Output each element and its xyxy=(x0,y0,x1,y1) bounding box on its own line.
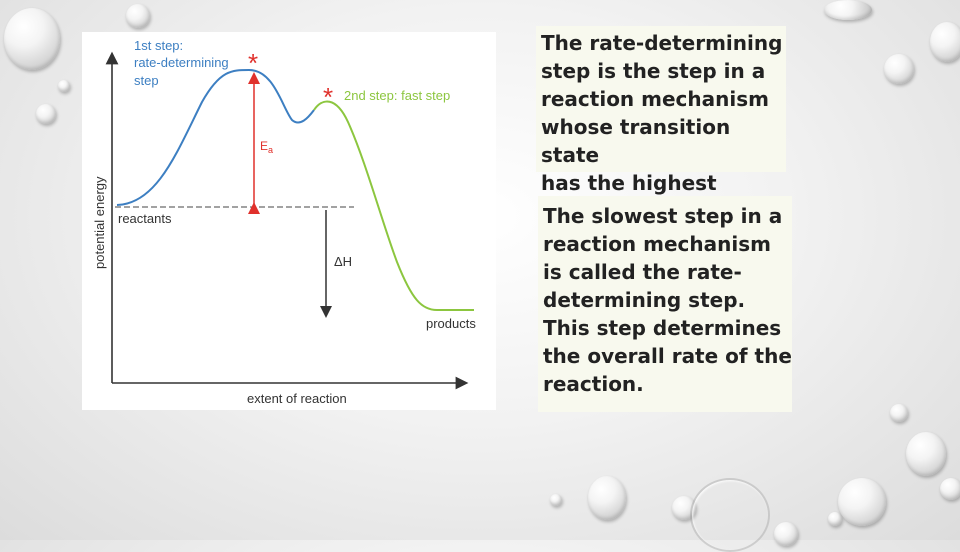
first-step-label: 1st step: xyxy=(134,38,183,53)
first-step-label: rate-determining xyxy=(134,55,229,70)
y-axis-label: potential energy xyxy=(92,176,107,269)
definition-text-box: The rate-determining step is the step in… xyxy=(536,26,786,223)
energy-diagram: * * 1st step: rate-determining step 2nd … xyxy=(82,32,496,410)
activation-energy-label: Ea xyxy=(260,139,273,155)
definition-line: step is the step in a xyxy=(541,59,766,83)
definition-line: The rate-determining xyxy=(541,31,783,55)
first-step-label: step xyxy=(134,73,159,88)
enthalpy-label: ΔH xyxy=(334,254,352,269)
first-step-curve xyxy=(116,68,315,206)
second-step-curve xyxy=(313,100,474,311)
slowest-step-line: is called the rate- xyxy=(543,260,742,284)
slowest-step-line: reaction. xyxy=(543,372,644,396)
first-step-marker: * xyxy=(248,48,258,78)
slowest-step-line: the overall rate of the xyxy=(543,344,792,368)
slowest-step-line: This step determines xyxy=(543,316,782,340)
definition-line: reaction mechanism xyxy=(541,87,769,111)
energy-diagram-svg: * * 1st step: rate-determining step 2nd … xyxy=(92,38,476,406)
slowest-step-text-box: The slowest step in a reaction mechanism… xyxy=(538,196,792,412)
slowest-step-line: determining step. xyxy=(543,288,746,312)
second-step-marker: * xyxy=(323,82,333,112)
second-step-label: 2nd step: fast step xyxy=(344,88,450,103)
slowest-step-line: The slowest step in a xyxy=(543,204,783,228)
definition-line: whose transition state xyxy=(541,115,731,167)
reactants-label: reactants xyxy=(118,211,172,226)
products-label: products xyxy=(426,316,476,331)
x-axis-label: extent of reaction xyxy=(247,391,347,406)
slowest-step-line: reaction mechanism xyxy=(543,232,771,256)
